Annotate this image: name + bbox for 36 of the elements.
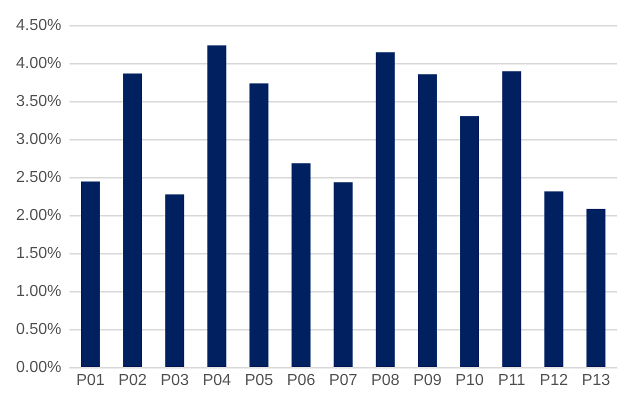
y-tick-label: 4.50% — [16, 17, 62, 34]
bar — [544, 191, 564, 368]
x-tick-label: P03 — [160, 372, 190, 389]
bar — [165, 194, 184, 368]
y-tick-label: 3.00% — [16, 131, 62, 148]
x-tick-label: P09 — [413, 372, 442, 389]
bar — [207, 45, 226, 368]
x-tick-label: P10 — [455, 372, 484, 389]
x-tick-label: P06 — [286, 372, 316, 389]
y-tick-label: 1.50% — [16, 245, 62, 262]
bar — [376, 52, 395, 368]
bar — [292, 163, 311, 368]
bar — [123, 74, 142, 368]
bar — [249, 83, 268, 368]
bar — [586, 208, 606, 368]
x-tick-label: P05 — [244, 372, 274, 389]
x-tick-label: P04 — [202, 372, 232, 389]
bar — [502, 71, 522, 368]
x-tick-label: P12 — [540, 372, 568, 389]
x-tick-label: P07 — [328, 372, 358, 389]
y-tick-label: 1.00% — [16, 283, 62, 300]
y-tick-label: 0.00% — [16, 359, 62, 376]
y-tick-label: 0.50% — [16, 321, 62, 338]
bar — [80, 181, 100, 368]
y-tick-label: 2.00% — [16, 207, 62, 224]
bar — [334, 182, 353, 368]
y-tick-label: 4.00% — [16, 55, 62, 72]
x-tick-label: P11 — [498, 372, 526, 389]
x-tick-label: P01 — [76, 372, 105, 389]
x-tick-label: P13 — [582, 372, 610, 389]
bar — [460, 116, 480, 368]
y-tick-label: 3.50% — [16, 93, 62, 110]
y-tick-label: 2.50% — [16, 169, 62, 186]
x-tick-label: P08 — [371, 372, 400, 389]
x-tick-label: P02 — [118, 372, 147, 389]
bar — [418, 74, 437, 368]
